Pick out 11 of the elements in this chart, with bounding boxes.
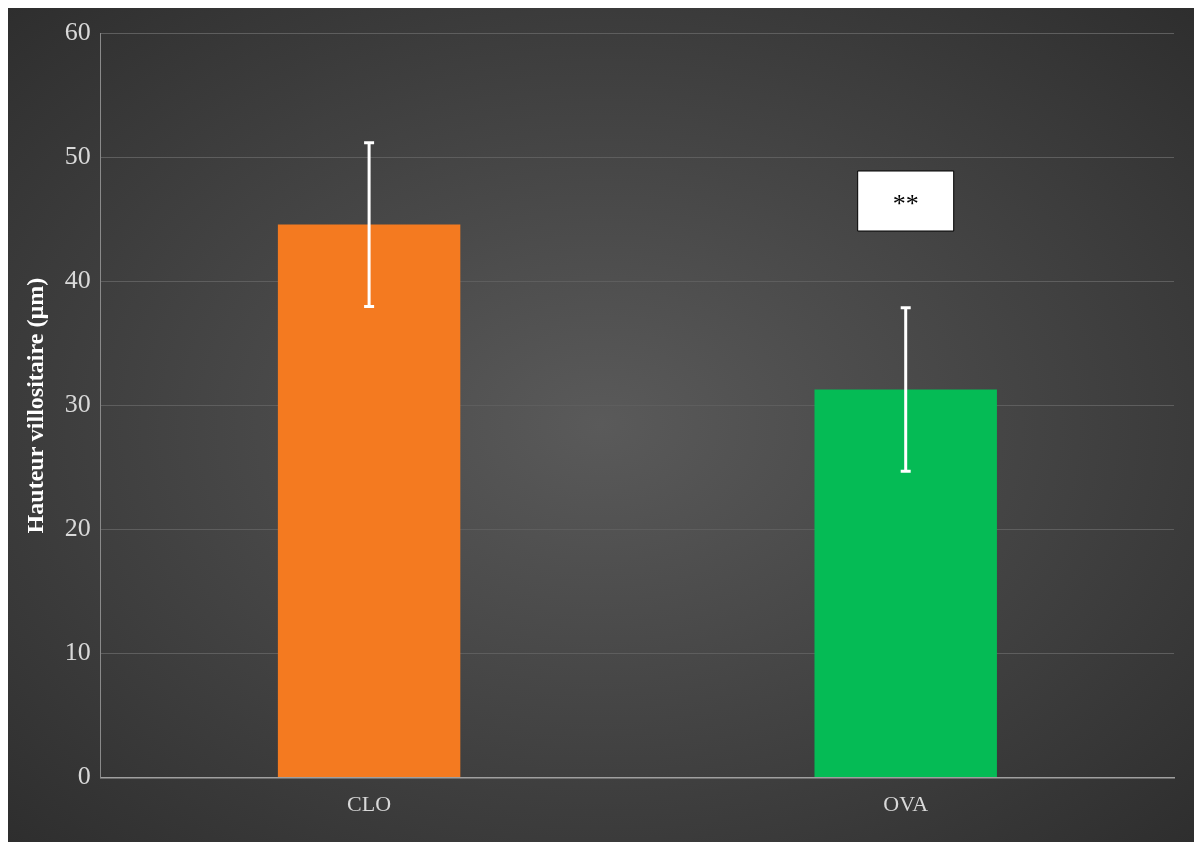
y-tick-label: 30: [64, 389, 91, 419]
x-tick-label: OVA: [883, 790, 929, 816]
y-tick-label: 40: [64, 265, 91, 295]
annotation: **: [892, 188, 919, 218]
y-tick-label: 20: [64, 513, 91, 543]
y-tick-label: 10: [64, 637, 91, 667]
y-tick-label: 60: [64, 17, 91, 47]
y-tick-label: 0: [77, 761, 91, 791]
x-tick-label: CLO: [347, 790, 392, 816]
y-axis-title: Hauteur villositaire (µm): [21, 277, 48, 534]
y-tick-label: 50: [64, 141, 91, 171]
